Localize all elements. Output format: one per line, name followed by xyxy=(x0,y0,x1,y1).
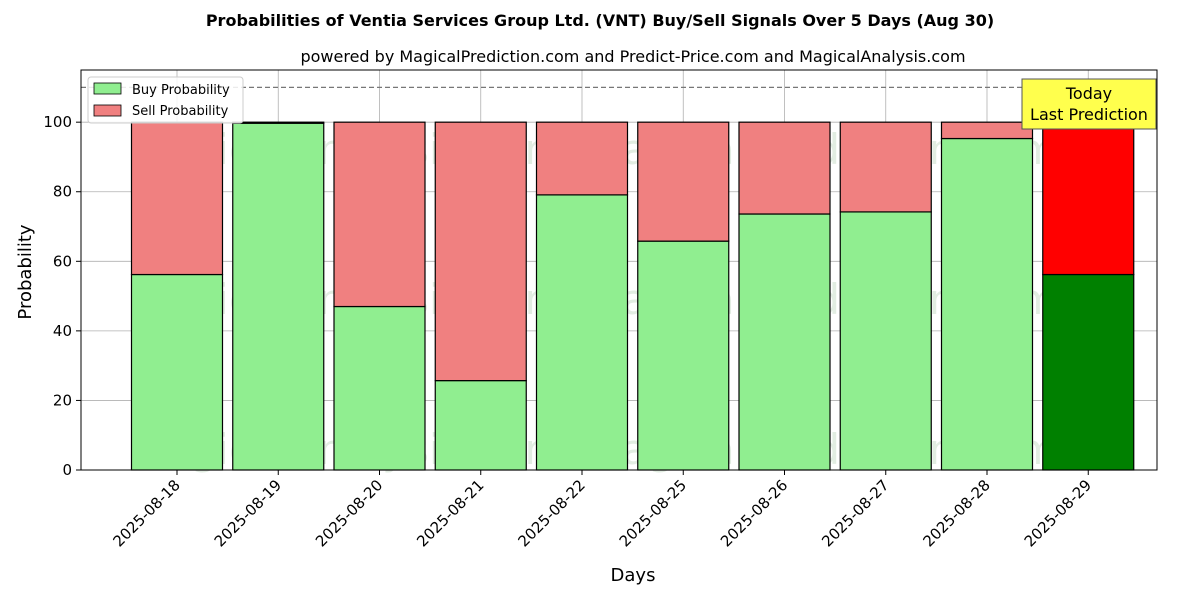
sell-bar xyxy=(434,121,527,382)
sell-bar xyxy=(839,121,932,213)
bars xyxy=(130,121,1135,471)
annotation-line-2: Last Prediction xyxy=(1030,105,1148,124)
buy-bar xyxy=(940,137,1034,471)
annotation-box xyxy=(1021,78,1157,130)
sell-bar xyxy=(940,121,1034,140)
x-tick-label: 2025-08-18 xyxy=(109,476,183,550)
legend-buy-label: Buy Probability xyxy=(132,83,230,98)
y-axis-ticks: 0 20 40 60 80 100 xyxy=(43,113,81,479)
x-axis-label: Days xyxy=(611,565,656,586)
x-tick-label: 2025-08-27 xyxy=(818,476,892,550)
x-tick-label: 2025-08-26 xyxy=(717,476,791,550)
y-tick-label: 40 xyxy=(53,322,72,340)
sell-bar xyxy=(637,121,730,242)
buy-bar xyxy=(232,122,325,471)
x-axis-ticks: 2025-08-18 2025-08-19 2025-08-20 2025-08-21… xyxy=(109,470,1095,550)
x-tick-label: 2025-08-20 xyxy=(312,476,386,550)
buy-bar xyxy=(333,305,426,471)
y-tick-label: 0 xyxy=(62,461,72,479)
sell-bar xyxy=(333,121,426,308)
sell-bar xyxy=(232,121,325,124)
today-annotation: Today Last Prediction xyxy=(1021,78,1157,130)
chart-subtitle: powered by MagicalPrediction.com and Pre… xyxy=(300,47,965,66)
x-tick-label: 2025-08-21 xyxy=(413,476,487,550)
sell-bar xyxy=(1042,121,1135,276)
buy-bar xyxy=(839,211,932,471)
sell-bar xyxy=(130,121,224,276)
x-tick-label: 2025-08-29 xyxy=(1021,476,1095,550)
y-tick-label: 80 xyxy=(53,183,72,201)
buy-bar xyxy=(738,213,831,471)
x-tick-label: 2025-08-19 xyxy=(211,476,285,550)
y-tick-label: 100 xyxy=(43,113,72,131)
legend: Buy Probability Sell Probability xyxy=(87,76,244,124)
legend-sell-swatch xyxy=(93,104,122,117)
y-tick-label: 60 xyxy=(53,252,72,270)
sell-bar xyxy=(535,121,629,196)
x-tick-label: 2025-08-22 xyxy=(514,476,588,550)
y-axis-label: Probability xyxy=(15,224,36,319)
plot-frame xyxy=(80,69,1158,471)
buy-bar xyxy=(130,273,224,471)
buy-bar xyxy=(535,194,629,471)
y-tick-label: 20 xyxy=(53,391,72,409)
x-tick-label: 2025-08-28 xyxy=(919,476,993,550)
x-tick-label: 2025-08-25 xyxy=(616,476,690,550)
legend-box xyxy=(87,76,244,124)
annotation-line-1: Today xyxy=(1065,84,1112,103)
sell-bar xyxy=(738,121,831,215)
legend-buy-swatch xyxy=(93,82,122,95)
chart-title: Probabilities of Ventia Services Group L… xyxy=(206,11,994,30)
buy-bar xyxy=(637,240,730,471)
buy-bar xyxy=(1042,273,1135,471)
buy-bar xyxy=(434,380,527,471)
legend-sell-label: Sell Probability xyxy=(132,104,229,119)
